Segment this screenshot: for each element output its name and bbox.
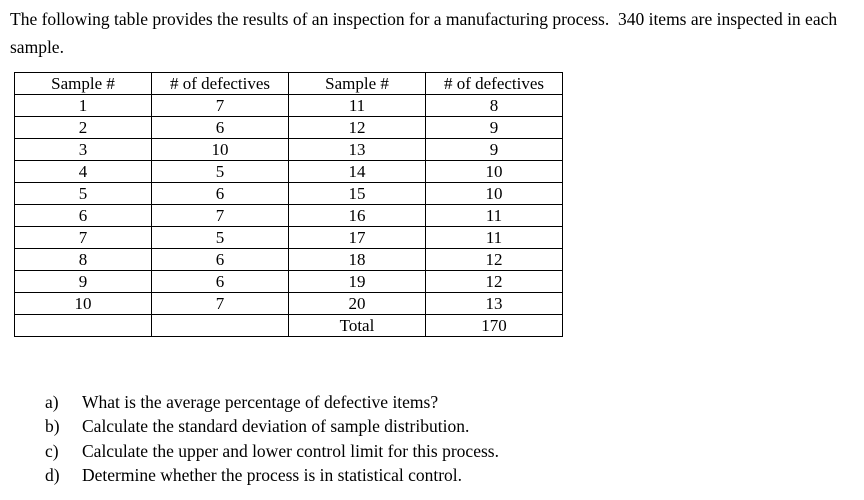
- inspection-table: Sample # # of defectives Sample # # of d…: [14, 72, 563, 337]
- column-header-defectives-1: # of defectives: [151, 72, 289, 95]
- questions-list: a) What is the average percentage of defe…: [45, 390, 499, 487]
- table-cell: 12: [288, 116, 426, 139]
- table-row: 7 5 17 11: [14, 226, 563, 249]
- question-text: Calculate the upper and lower control li…: [82, 440, 499, 461]
- table-cell-empty: [151, 314, 289, 337]
- table-row: 2 6 12 9: [14, 116, 563, 139]
- table-cell: 10: [14, 292, 152, 315]
- table-row: 6 7 16 11: [14, 204, 563, 227]
- table-cell: 7: [14, 226, 152, 249]
- table-cell: 9: [14, 270, 152, 293]
- table-cell: 6: [151, 182, 289, 205]
- table-row: 3 10 13 9: [14, 138, 563, 161]
- table-cell: 10: [151, 138, 289, 161]
- table-cell: 16: [288, 204, 426, 227]
- question-text: Calculate the standard deviation of samp…: [82, 416, 470, 437]
- intro-text: The following table provides the results…: [10, 9, 842, 57]
- table-cell: 6: [14, 204, 152, 227]
- table-header-row: Sample # # of defectives Sample # # of d…: [14, 72, 563, 95]
- table-row: 1 7 11 8: [14, 94, 563, 117]
- total-value-cell: 170: [425, 314, 563, 337]
- table-cell: 6: [151, 248, 289, 271]
- table-cell-empty: [14, 314, 152, 337]
- table-row: 9 6 19 12: [14, 270, 563, 293]
- table-cell: 2: [14, 116, 152, 139]
- table-cell: 14: [288, 160, 426, 183]
- table-cell: 7: [151, 292, 289, 315]
- table-cell: 19: [288, 270, 426, 293]
- question-item-c: c) Calculate the upper and lower control …: [45, 439, 499, 463]
- table-row: 4 5 14 10: [14, 160, 563, 183]
- question-item-a: a) What is the average percentage of defe…: [45, 390, 499, 414]
- table-cell: 7: [151, 94, 289, 117]
- table-cell: 10: [425, 182, 563, 205]
- table-cell: 10: [425, 160, 563, 183]
- table-cell: 7: [151, 204, 289, 227]
- question-label: a): [45, 392, 59, 412]
- question-item-b: b) Calculate the standard deviation of sa…: [45, 414, 499, 438]
- question-label: d): [45, 464, 60, 485]
- column-header-defectives-2: # of defectives: [425, 72, 563, 95]
- total-label-cell: Total: [288, 314, 426, 337]
- table-cell: 12: [425, 248, 563, 271]
- table-cell: 9: [425, 138, 563, 161]
- table-cell: 5: [14, 182, 152, 205]
- table-cell: 6: [151, 116, 289, 139]
- table-cell: 11: [425, 204, 563, 227]
- table-cell: 13: [288, 138, 426, 161]
- table-cell: 3: [14, 138, 152, 161]
- table-total-row: Total 170: [14, 314, 563, 337]
- table-cell: 8: [425, 94, 563, 117]
- table-row: 5 6 15 10: [14, 182, 563, 205]
- table-cell: 17: [288, 226, 426, 249]
- column-header-sample-2: Sample #: [288, 72, 426, 95]
- table-cell: 11: [288, 94, 426, 117]
- table-cell: 11: [425, 226, 563, 249]
- table-cell: 15: [288, 182, 426, 205]
- table-cell: 13: [425, 292, 563, 315]
- table-row: 10 7 20 13: [14, 292, 563, 315]
- table-cell: 5: [151, 160, 289, 183]
- table-cell: 6: [151, 270, 289, 293]
- question-label: b): [45, 416, 60, 437]
- table-cell: 20: [288, 292, 426, 315]
- table-cell: 4: [14, 160, 152, 183]
- table-cell: 12: [425, 270, 563, 293]
- question-item-d: d) Determine whether the process is in st…: [45, 463, 499, 487]
- table-row: 8 6 18 12: [14, 248, 563, 271]
- question-text: What is the average percentage of defect…: [82, 392, 439, 412]
- table-cell: 9: [425, 116, 563, 139]
- table-cell: 8: [14, 248, 152, 271]
- question-text: Determine whether the process is in stat…: [82, 464, 463, 485]
- table-cell: 1: [14, 94, 152, 117]
- table-cell: 5: [151, 226, 289, 249]
- column-header-sample-1: Sample #: [14, 72, 152, 95]
- table-cell: 18: [288, 248, 426, 271]
- question-label: c): [45, 440, 59, 461]
